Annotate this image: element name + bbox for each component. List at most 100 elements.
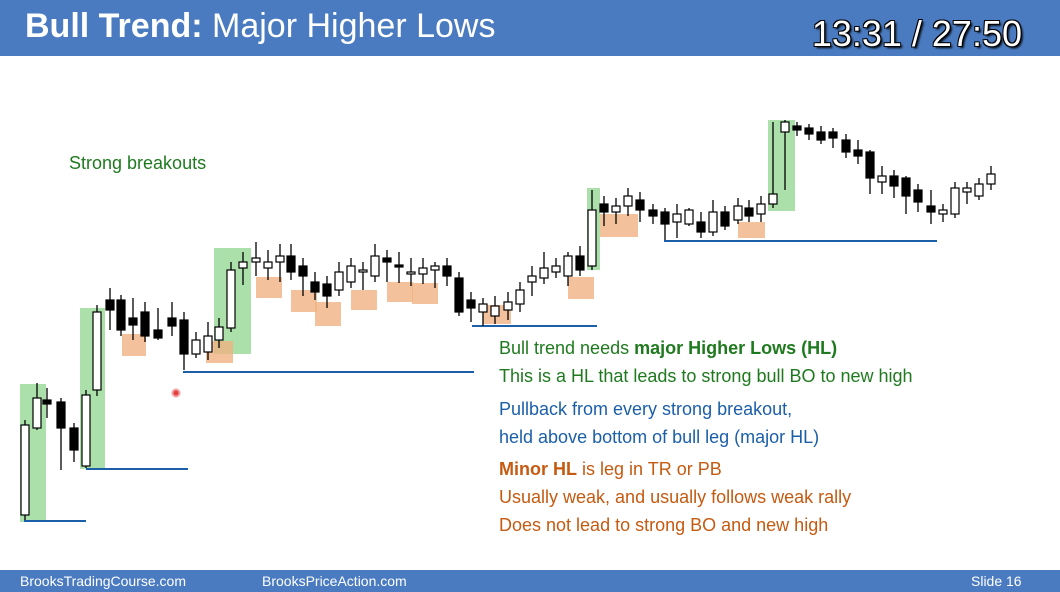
bear-candle-body [69, 427, 79, 451]
bull-candle-body [684, 209, 694, 225]
minor-hl-box [568, 277, 594, 299]
bull-candle-body [251, 257, 261, 263]
note-line-3: Pullback from every strong breakout, [499, 399, 793, 419]
bull-candle-body [406, 271, 416, 275]
minor-hl-box [600, 214, 638, 237]
bear-candle-body [128, 317, 138, 326]
bull-candle-body [768, 193, 778, 205]
note-line-2: This is a HL that leads to strong bull B… [499, 366, 913, 386]
bull-candle-body [191, 339, 201, 355]
bull-candle-body [92, 311, 102, 391]
bull-candle-body [263, 261, 273, 269]
slide-footer: BrooksTradingCourse.com BrooksPriceActio… [0, 570, 1060, 592]
bear-candle-body [116, 299, 126, 331]
bull-candle-body [623, 195, 633, 207]
minor-hl-box [291, 290, 317, 312]
minor-hl-box [256, 277, 282, 298]
bear-candle-body [635, 199, 645, 211]
bear-candle-body [42, 399, 52, 405]
note-line-1-text: Bull trend needs [499, 338, 635, 358]
bear-candle-body [853, 149, 863, 157]
bear-candle-body [466, 299, 476, 309]
bear-candle-body [298, 265, 308, 277]
bear-candle-body [599, 203, 609, 213]
note-line-5: Minor HL is leg in TR or PB [499, 458, 722, 480]
note-line-7: Does not lead to strong BO and new high [499, 515, 829, 535]
bear-candle-body [454, 277, 464, 313]
bull-candle-body [672, 213, 682, 223]
footer-center-site[interactable]: BrooksPriceAction.com [262, 573, 407, 589]
bear-candle-body [696, 221, 706, 233]
bull-candle-body [563, 255, 573, 277]
bear-candle-body [804, 127, 814, 135]
bull-candle-body [430, 265, 440, 271]
bear-candle-body [575, 255, 585, 271]
slide-header: Bull Trend: Major Higher Lows 13:31 / 27… [0, 0, 1060, 56]
title-rest: Major Higher Lows [212, 7, 496, 45]
footer-left-site[interactable]: BrooksTradingCourse.com [20, 573, 186, 589]
bull-candle-body [950, 187, 960, 215]
bull-candle-body [334, 271, 344, 291]
bull-candle-body [539, 267, 549, 279]
minor-hl-box [738, 222, 765, 238]
bear-candle-body [660, 211, 670, 225]
bear-candle-body [648, 209, 658, 217]
bull-candle-body [203, 335, 213, 353]
bull-candle-body [490, 305, 500, 317]
bear-candle-body [167, 317, 177, 327]
bear-candle-body [901, 177, 911, 197]
bull-candle-body [81, 394, 91, 467]
minor-hl-box [315, 302, 341, 326]
bull-candle-body [780, 121, 790, 133]
minor-hl-box [412, 283, 438, 304]
bull-candle-body [418, 267, 428, 275]
bear-candle-body [382, 257, 392, 263]
note-line-4: held above bottom of bull leg (major HL) [499, 427, 820, 447]
bull-candle-body [986, 173, 996, 185]
bull-candle-body [756, 203, 766, 215]
bull-candle-body [515, 289, 525, 305]
bear-candle-body [828, 131, 838, 139]
bear-candle-body [179, 319, 189, 355]
minor-hl-box [206, 341, 233, 363]
bull-candle-body [708, 211, 718, 233]
strong-breakouts-label: Strong breakouts [69, 153, 207, 173]
note-line-5-text: is leg in TR or PB [577, 459, 722, 479]
bear-candle-body [913, 189, 923, 203]
bear-candle-body [792, 125, 802, 131]
bear-candle-body [56, 401, 66, 429]
bear-candle-body [394, 264, 404, 268]
footer-slide-number: Slide 16 [971, 573, 1022, 589]
note-line-1-bold: major Higher Lows (HL) [634, 338, 838, 358]
bear-candle-body [140, 311, 150, 337]
bear-candle-body [744, 207, 754, 217]
bear-candle-body [442, 265, 452, 277]
note-line-6: Usually weak, and usually follows weak r… [499, 487, 852, 507]
bull-candle-body [527, 275, 537, 283]
bull-candle-body [370, 255, 380, 277]
minor-hl-box [387, 282, 413, 302]
bear-candle-body [322, 283, 332, 297]
bear-candle-body [153, 329, 163, 339]
bull-candle-body [733, 205, 743, 221]
bull-candle-body [551, 265, 561, 273]
bear-candle-body [720, 211, 730, 227]
bull-candle-body [346, 265, 356, 283]
cursor-dot [171, 388, 181, 398]
price-chart [20, 120, 996, 522]
bull-candle-body [938, 209, 948, 215]
bull-candle-body [358, 269, 368, 273]
note-line-5-bold: Minor HL [499, 459, 577, 479]
minor-hl-box [351, 290, 377, 310]
bear-candle-body [105, 299, 115, 311]
bear-candle-body [310, 281, 320, 293]
bull-candle-body [962, 187, 972, 193]
bull-candle-body [20, 424, 30, 516]
slide-title: Bull Trend: Major Higher Lows [25, 6, 495, 46]
bull-candle-body [877, 175, 887, 183]
bear-candle-body [816, 131, 826, 141]
bear-candle-body [889, 175, 899, 187]
bull-candle-body [478, 303, 488, 313]
minor-hl-box [122, 334, 146, 356]
bull-candle-body [275, 255, 285, 263]
